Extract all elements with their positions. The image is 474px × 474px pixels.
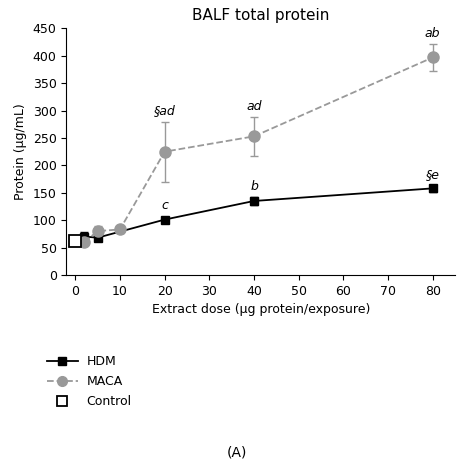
Text: ad: ad (246, 100, 262, 113)
Text: §ad: §ad (154, 104, 175, 117)
Title: BALF total protein: BALF total protein (192, 8, 329, 23)
Text: (A): (A) (227, 446, 247, 460)
Text: c: c (161, 200, 168, 212)
Text: §e: §e (426, 168, 440, 181)
Text: b: b (250, 180, 258, 193)
X-axis label: Extract dose (μg protein/exposure): Extract dose (μg protein/exposure) (152, 303, 370, 316)
Legend: HDM, MACA, Control: HDM, MACA, Control (42, 350, 137, 413)
Text: ab: ab (425, 27, 440, 40)
Y-axis label: Protein (μg/mL): Protein (μg/mL) (14, 103, 27, 200)
